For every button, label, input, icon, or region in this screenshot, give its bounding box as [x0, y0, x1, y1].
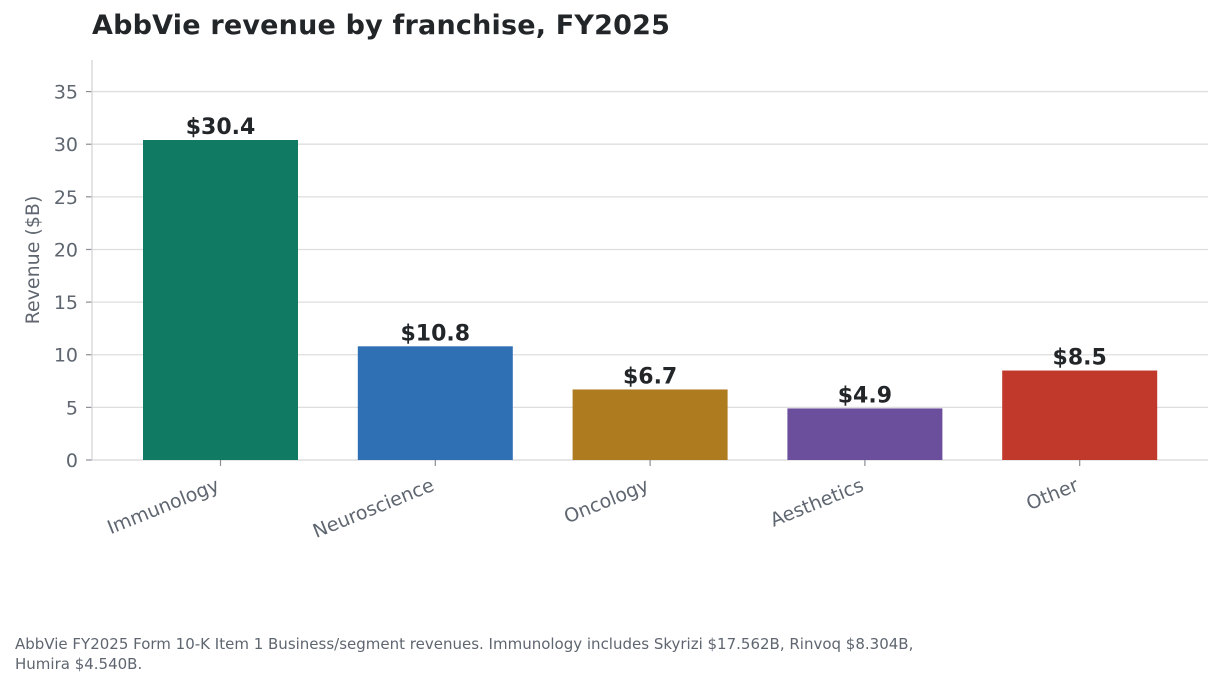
source-footnote: AbbVie FY2025 Form 10-K Item 1 Business/…: [15, 635, 914, 673]
bar-neuroscience: [357, 346, 513, 460]
x-tick-label: Oncology: [561, 474, 652, 528]
value-label: $10.8: [401, 321, 471, 346]
x-tick-label: Neuroscience: [310, 474, 437, 543]
bar-aesthetics: [787, 408, 943, 460]
bar-chart: 0 5 10 15 20 25 30 35 $30.4 $10.8 $6.7 $4.9 $8.5 Im…: [22, 60, 1208, 543]
value-label: $8.5: [1053, 346, 1107, 371]
y-tick-label: 30: [54, 134, 78, 156]
y-tick-label: 15: [54, 292, 78, 314]
value-label: $4.9: [838, 383, 892, 408]
bar-other: [1002, 370, 1158, 460]
y-tick-label: 0: [66, 450, 78, 472]
value-label: $30.4: [186, 115, 256, 140]
x-tick-label: Aesthetics: [767, 474, 867, 531]
y-tick-label: 10: [54, 345, 78, 367]
bars: [143, 140, 1158, 460]
y-tick-label: 20: [54, 239, 78, 261]
bar-immunology: [143, 140, 298, 460]
y-tick-label: 5: [66, 397, 78, 419]
value-labels: $30.4 $10.8 $6.7 $4.9 $8.5: [186, 115, 1107, 408]
value-label: $6.7: [623, 364, 677, 389]
y-tick-label: 25: [54, 187, 78, 209]
bar-oncology: [572, 389, 728, 460]
x-tick-label: Other: [1023, 474, 1081, 515]
x-tick-labels: Immunology Neuroscience Oncology Aesthetics…: [104, 460, 1082, 543]
chart-title: AbbVie revenue by franchise, FY2025: [92, 10, 671, 41]
y-tick-label: 35: [54, 82, 78, 104]
y-axis-label: Revenue ($B): [22, 196, 44, 325]
x-tick-label: Immunology: [104, 474, 222, 539]
